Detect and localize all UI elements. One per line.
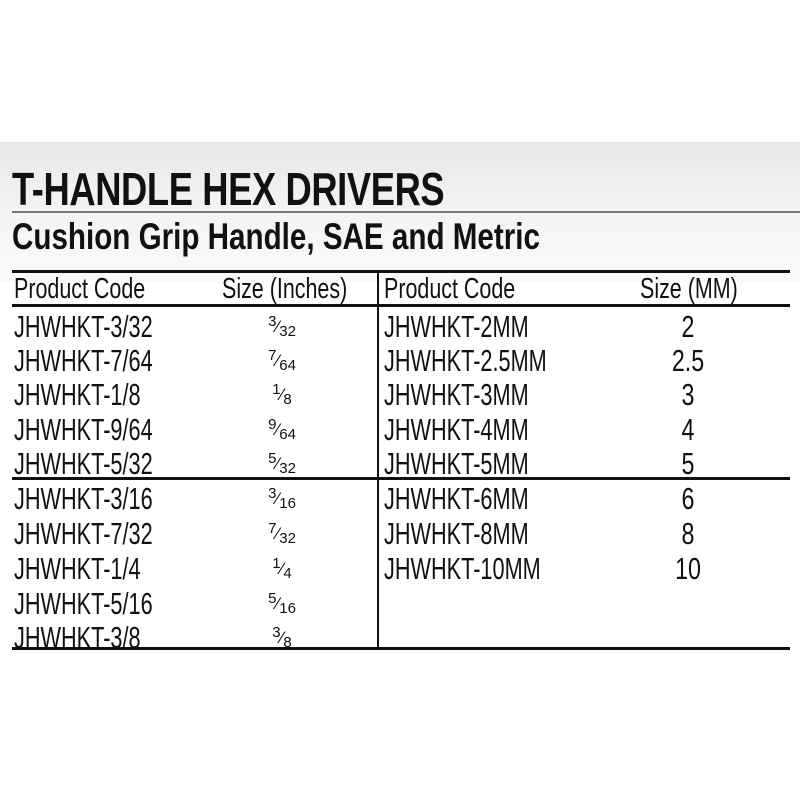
denominator: 32 <box>279 323 296 340</box>
numerator: 9 <box>268 416 277 433</box>
product-code: JHWHKT-3/32 <box>14 309 153 344</box>
size-mm: 5 <box>681 446 695 481</box>
header-product-code-metric: Product Code <box>384 273 516 305</box>
product-code: JHWHKT-3/16 <box>14 481 153 516</box>
denominator: 32 <box>279 460 296 477</box>
size-mm: 6 <box>681 481 695 516</box>
product-code: JHWHKT-9/64 <box>14 412 153 447</box>
product-code: JHWHKT-3MM <box>384 377 529 412</box>
product-code: JHWHKT-8MM <box>384 516 529 551</box>
header-size-inches: Size (Inches) <box>222 273 348 305</box>
size-fraction: 3⁄32 <box>268 313 296 340</box>
size-fraction: 3⁄8 <box>272 624 292 651</box>
product-code: JHWHKT-10MM <box>384 551 541 586</box>
size-fraction: 5⁄32 <box>268 450 296 477</box>
numerator: 1 <box>272 555 281 572</box>
size-mm: 8 <box>681 516 695 551</box>
size-mm: 10 <box>675 551 701 586</box>
numerator: 3 <box>268 313 277 330</box>
table-top-rule <box>12 270 790 273</box>
denominator: 8 <box>283 634 292 651</box>
denominator: 32 <box>279 530 296 547</box>
numerator: 5 <box>268 450 277 467</box>
product-code: JHWHKT-5/16 <box>14 586 153 621</box>
size-fraction: 3⁄16 <box>268 485 296 512</box>
size-fraction: 1⁄8 <box>272 381 292 408</box>
denominator: 64 <box>279 357 296 374</box>
size-fraction: 1⁄4 <box>272 555 292 582</box>
numerator: 7 <box>268 347 277 364</box>
page-title: T-HANDLE HEX DRIVERS <box>12 163 445 215</box>
size-mm: 2 <box>681 309 695 344</box>
size-fraction: 5⁄16 <box>268 590 296 617</box>
product-code: JHWHKT-3/8 <box>14 620 141 655</box>
product-code: JHWHKT-2MM <box>384 309 529 344</box>
group-rule <box>12 477 790 480</box>
product-code: JHWHKT-4MM <box>384 412 529 447</box>
numerator: 1 <box>272 381 281 398</box>
header-product-code-sae: Product Code <box>14 273 146 305</box>
header-rule <box>12 304 790 307</box>
size-mm: 3 <box>681 377 695 412</box>
numerator: 7 <box>268 520 277 537</box>
header-size-mm: Size (MM) <box>640 273 738 305</box>
size-fraction: 7⁄64 <box>268 347 296 374</box>
denominator: 16 <box>279 495 296 512</box>
size-mm: 2.5 <box>671 343 705 378</box>
size-mm: 4 <box>681 412 695 447</box>
product-code: JHWHKT-7/32 <box>14 516 153 551</box>
denominator: 64 <box>279 426 296 443</box>
product-code: JHWHKT-5MM <box>384 446 529 481</box>
product-code: JHWHKT-1/4 <box>14 551 141 586</box>
denominator: 16 <box>279 600 296 617</box>
product-code: JHWHKT-6MM <box>384 481 529 516</box>
product-code: JHWHKT-2.5MM <box>384 343 547 378</box>
table-bottom-rule <box>12 647 790 650</box>
page-subtitle: Cushion Grip Handle, SAE and Metric <box>12 216 540 257</box>
numerator: 5 <box>268 590 277 607</box>
product-code: JHWHKT-1/8 <box>14 377 141 412</box>
title-divider <box>12 211 800 213</box>
product-code: JHWHKT-7/64 <box>14 343 153 378</box>
column-divider <box>377 272 379 648</box>
numerator: 3 <box>272 624 281 641</box>
denominator: 8 <box>283 391 292 408</box>
denominator: 4 <box>283 565 292 582</box>
size-fraction: 7⁄32 <box>268 520 296 547</box>
product-code: JHWHKT-5/32 <box>14 446 153 481</box>
size-fraction: 9⁄64 <box>268 416 296 443</box>
numerator: 3 <box>268 485 277 502</box>
